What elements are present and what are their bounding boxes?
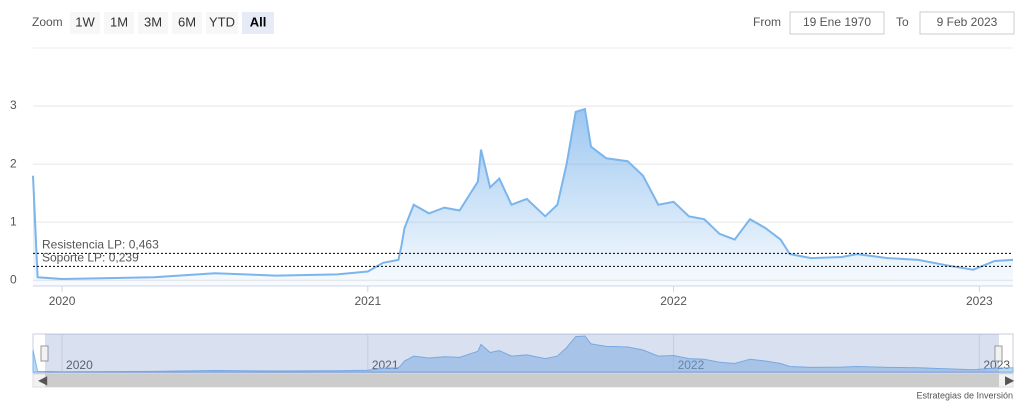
range-button[interactable]: 6M — [172, 12, 202, 34]
range-button-bg[interactable] — [172, 12, 202, 34]
scroll-right[interactable]: ▶ — [1005, 373, 1015, 387]
range-button-bg[interactable] — [138, 12, 168, 34]
range-button[interactable]: All — [242, 12, 274, 34]
scroll-left[interactable]: ◀ — [38, 373, 48, 387]
plot-line-label: Soporte LP: 0,239 — [42, 250, 139, 264]
area-fill — [33, 109, 1013, 286]
x-tick-label: 2020 — [49, 294, 76, 308]
y-tick-label: 2 — [10, 156, 17, 170]
credits: Estrategias de Inversión — [916, 390, 1013, 400]
range-button[interactable]: 1W — [70, 12, 100, 34]
to-label: To — [896, 15, 909, 29]
y-tick-label: 1 — [10, 214, 17, 228]
range-button-label[interactable]: YTD — [209, 14, 235, 29]
range-button-label[interactable]: All — [250, 14, 267, 29]
x-tick-label: 2023 — [966, 294, 993, 308]
from-input[interactable] — [789, 11, 885, 35]
range-button-bg[interactable] — [70, 12, 100, 34]
area-line — [32, 107, 1014, 281]
range-button-label[interactable]: 6M — [178, 14, 196, 29]
navigator-handle[interactable] — [40, 345, 49, 362]
plot-line-label: Resistencia LP: 0,463 — [42, 237, 159, 251]
range-button[interactable]: 3M — [138, 12, 168, 34]
from-label: From — [753, 15, 781, 29]
x-tick-label: 2022 — [660, 294, 687, 308]
range-button-label[interactable]: 1W — [75, 14, 95, 29]
range-button[interactable]: 1M — [104, 12, 134, 34]
navigator-label: 2020 — [66, 358, 93, 372]
range-button-bg[interactable] — [206, 12, 238, 34]
range-button-bg[interactable] — [104, 12, 134, 34]
scrollbar-thumb[interactable] — [45, 374, 999, 387]
range-button-label[interactable]: 1M — [110, 14, 128, 29]
range-button-label[interactable]: 3M — [144, 14, 162, 29]
navigator-handle[interactable] — [994, 345, 1003, 362]
range-button-bg[interactable] — [242, 12, 274, 34]
y-tick-label: 0 — [10, 272, 17, 286]
from-value[interactable]: 19 Ene 1970 — [803, 15, 871, 29]
navigator-mask[interactable] — [45, 334, 999, 373]
range-button[interactable]: YTD — [206, 12, 238, 34]
zoom-label: Zoom — [32, 15, 63, 29]
y-tick-label: 3 — [10, 98, 17, 112]
navigator-area — [32, 335, 1014, 373]
x-tick-label: 2021 — [354, 294, 381, 308]
to-value[interactable]: 9 Feb 2023 — [937, 15, 998, 29]
to-input[interactable] — [919, 11, 1015, 35]
